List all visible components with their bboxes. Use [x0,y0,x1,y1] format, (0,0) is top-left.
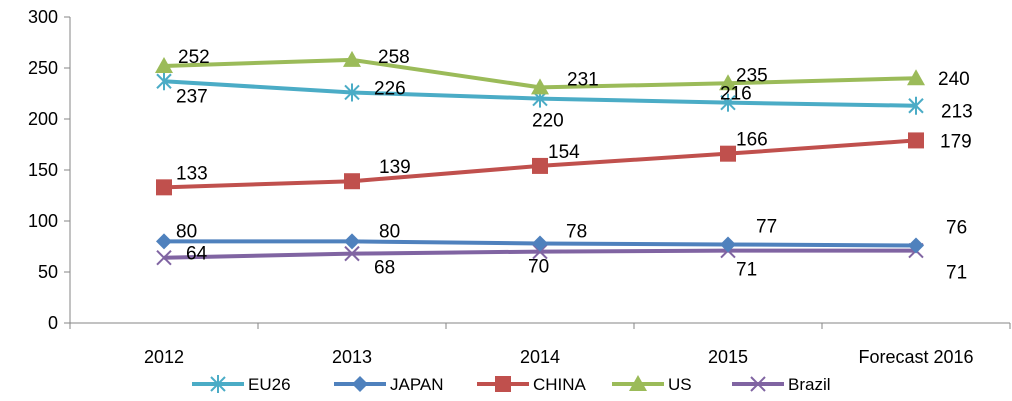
legend-item-japan: JAPAN [334,375,444,394]
data-label-us: 240 [938,69,970,90]
data-point-china [532,157,548,174]
legend-label: CHINA [533,375,587,394]
data-point-japan [156,233,172,250]
data-point-china [344,173,360,190]
y-tick-label: 100 [28,211,58,231]
data-label-brazil: 68 [374,258,395,279]
data-point-eu26 [908,96,924,115]
chart-legend: EU26 JAPAN CHINA US Brazil [192,375,831,394]
x-tick-label: Forecast 2016 [858,347,973,367]
series-eu26 [156,72,924,115]
data-label-brazil: 71 [736,260,757,281]
data-label-brazil: 70 [528,257,549,278]
x-tick-label: 2012 [144,347,184,367]
x-tick-label: 2015 [708,347,748,367]
data-point-eu26 [156,72,172,91]
data-label-brazil: 64 [186,244,208,265]
data-point-us [155,56,173,73]
data-point-japan [344,233,360,250]
data-label-china: 154 [548,142,580,163]
series-china [156,132,924,196]
x-tick-label: 2014 [520,347,560,367]
data-point-brazil [344,245,360,262]
data-label-japan: 78 [566,221,587,242]
legend-marker [750,376,766,392]
data-point-us [907,69,925,86]
data-point-japan [720,236,736,253]
data-label-eu26: 220 [532,111,564,132]
data-label-japan: 76 [946,217,967,238]
chart-data-labels: 237 226 220 216 213 80 80 78 77 76 133 139 154 166 179… [176,47,973,284]
data-point-us [531,78,549,95]
data-point-china [156,179,172,196]
data-label-china: 166 [736,130,768,151]
legend-marker [629,375,647,391]
data-label-china: 139 [379,157,411,178]
legend-item-china: CHINA [477,375,587,394]
data-point-eu26 [344,83,360,102]
data-label-us: 252 [178,47,210,68]
series-us [155,50,925,95]
chart-axes: 0 50 100 150 200 250 300 2012 2013 2014 2015 Foreca… [28,7,1011,367]
legend-item-eu26: EU26 [192,375,291,394]
data-label-us: 235 [736,65,768,86]
legend-label: JAPAN [390,375,444,394]
data-label-eu26: 213 [941,102,973,123]
series-japan [156,233,924,254]
data-label-japan: 77 [756,216,777,237]
data-label-eu26: 216 [720,84,752,105]
legend-label: EU26 [248,375,291,394]
data-label-brazil: 71 [946,263,967,284]
data-point-japan [908,237,924,254]
data-label-us: 231 [567,69,599,90]
data-point-brazil [156,250,172,266]
data-label-us: 258 [378,47,410,68]
data-label-eu26: 237 [176,86,208,107]
legend-item-us: US [612,375,692,394]
y-tick-label: 200 [28,109,58,129]
x-tick-label: 2013 [332,347,372,367]
y-tick-label: 250 [28,58,58,78]
legend-label: Brazil [788,375,831,394]
data-point-eu26 [720,93,736,112]
legend-marker [495,376,511,392]
y-tick-label: 300 [28,7,58,27]
data-point-china [908,132,924,149]
data-label-china: 179 [940,131,972,152]
y-tick-label: 50 [38,262,58,282]
legend-item-brazil: Brazil [732,375,831,394]
data-point-japan [532,235,548,252]
chart-series [155,50,925,266]
data-label-china: 133 [176,163,208,184]
legend-label: US [668,375,692,394]
data-label-eu26: 226 [374,78,406,99]
data-point-us [719,74,737,91]
data-point-brazil [532,243,548,260]
legend-marker [352,376,368,392]
legend-marker [210,375,226,393]
y-tick-label: 0 [48,313,58,333]
data-point-us [343,50,361,67]
data-label-japan: 80 [379,221,400,242]
data-label-japan: 80 [176,221,197,242]
y-tick-label: 150 [28,160,58,180]
data-point-china [720,145,736,162]
